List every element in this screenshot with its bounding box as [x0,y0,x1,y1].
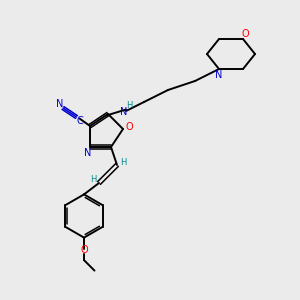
Text: O: O [80,244,88,255]
Text: H: H [120,158,127,167]
Text: N: N [56,99,63,110]
Text: N: N [215,70,222,80]
Text: O: O [126,122,134,133]
Text: H: H [90,176,96,184]
Text: O: O [242,29,249,39]
Text: N: N [84,148,91,158]
Text: C: C [77,116,83,126]
Text: H: H [126,101,133,110]
Text: N: N [120,106,127,117]
